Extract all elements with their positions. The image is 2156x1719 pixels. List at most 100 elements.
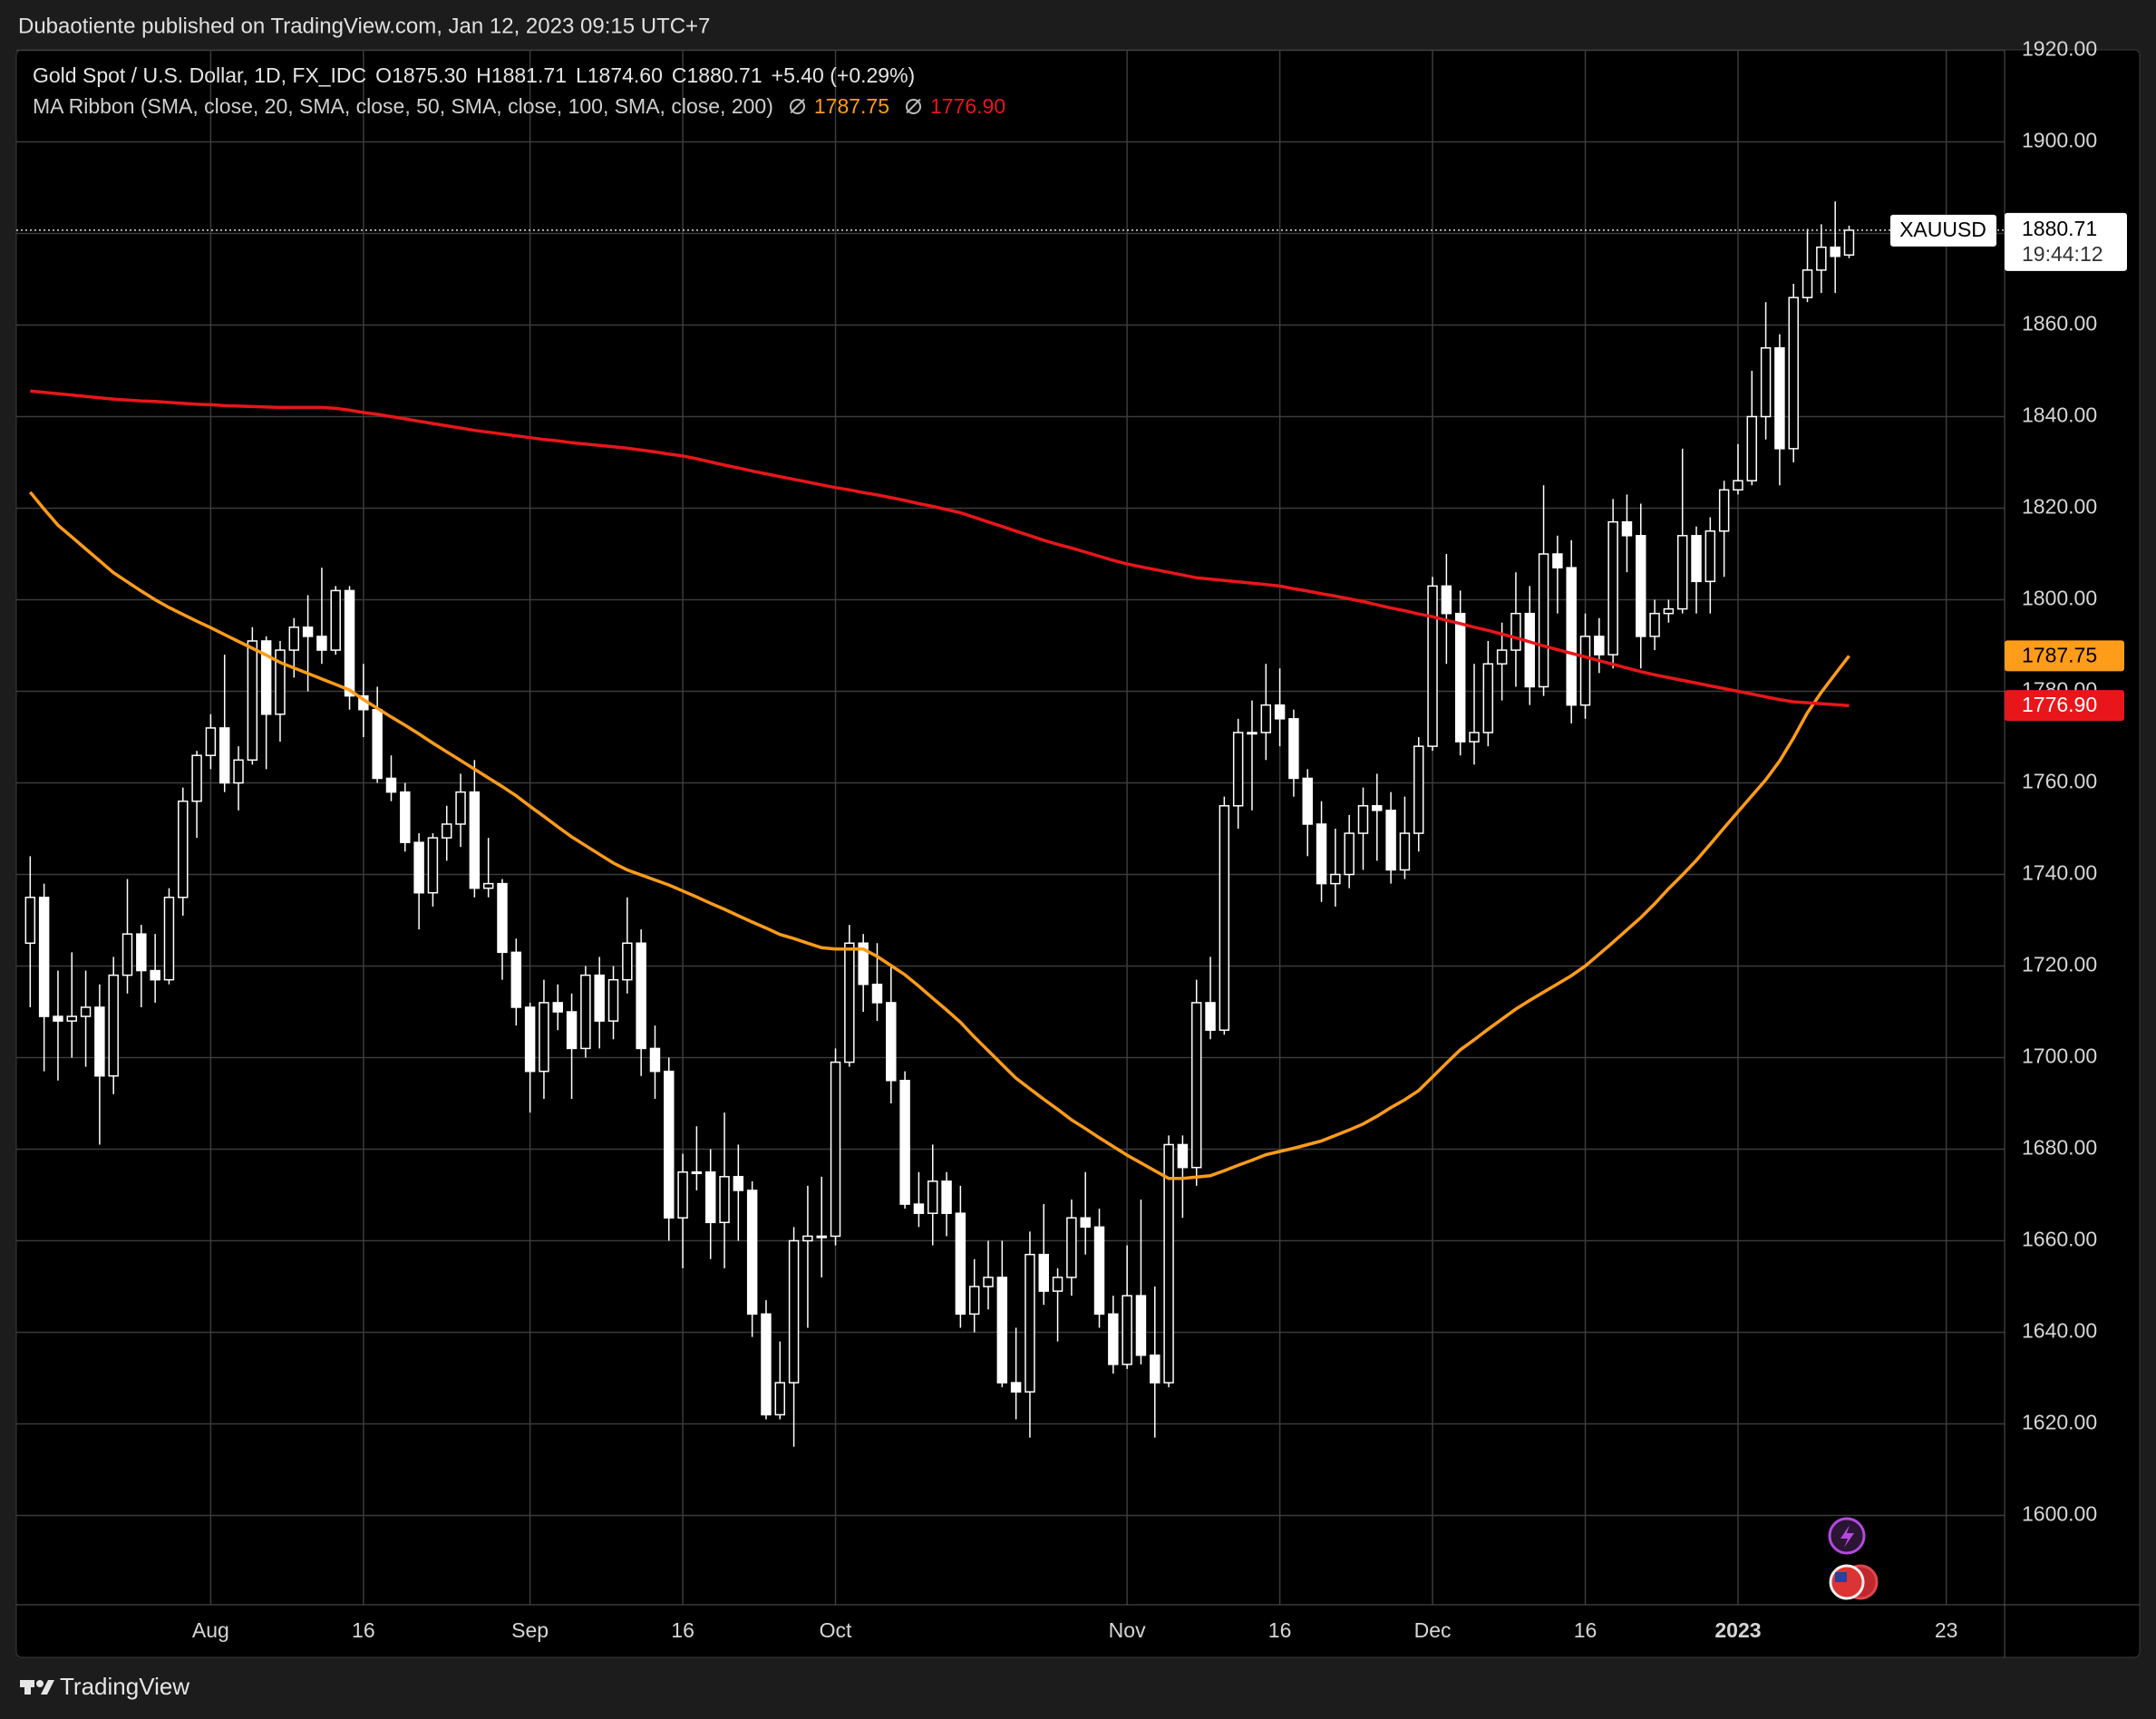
candle-body [385, 777, 397, 793]
candle-body [524, 1006, 536, 1073]
legend-row: Gold Spot / U.S. Dollar, 1D, FX_IDC O 187… [33, 60, 1015, 91]
x-tick-label: 2023 [1714, 1618, 1761, 1642]
candle-body [552, 1002, 563, 1013]
candle-body [719, 1176, 730, 1224]
candle-body [1496, 649, 1508, 665]
y-tick-label: 1640.00 [2022, 1319, 2097, 1343]
ohlc-key: C [671, 63, 687, 87]
candle-body [1441, 585, 1452, 615]
candle-body [746, 1190, 758, 1316]
candle-body [1427, 585, 1438, 747]
candle-body [1205, 1002, 1216, 1031]
candle-body [1344, 832, 1355, 876]
candle-body [1649, 612, 1660, 637]
candle-body [1052, 1277, 1063, 1292]
flag-canton [1835, 1572, 1847, 1582]
candle-body [38, 897, 50, 1017]
y-tick-label: 1700.00 [2022, 1044, 2097, 1068]
moving-average [30, 389, 1850, 707]
symbol-label: XAUUSD [1899, 218, 1986, 241]
candle-body [774, 1382, 786, 1416]
candle-body [1733, 480, 1743, 491]
candle-body [1538, 553, 1549, 688]
x-tick-label: 23 [1935, 1618, 1958, 1642]
y-tick-label: 1760.00 [2022, 770, 2097, 793]
candle-body [288, 626, 300, 651]
x-tick-label: 16 [1268, 1618, 1292, 1642]
y-tick-label: 1800.00 [2022, 587, 2097, 610]
candle-body [260, 640, 272, 715]
y-tick-label: 1740.00 [2022, 861, 2097, 885]
candle-body [1607, 520, 1618, 656]
candle-body [1177, 1143, 1189, 1169]
byline: Dubaotiente published on TradingView.com… [18, 14, 710, 38]
axes: 1600.00 1620.00 1640.00 1660.00 1680.00 1700.… [192, 37, 2127, 1642]
ohlc-key: O [375, 63, 393, 87]
candle-body [1150, 1355, 1161, 1384]
candle-body [913, 1203, 925, 1214]
y-tick-label: 1920.00 [2022, 37, 2097, 61]
candle-body [275, 649, 286, 715]
candle-body [413, 841, 424, 894]
candle-body [121, 933, 133, 976]
x-tick-label: Aug [192, 1618, 229, 1642]
candle-body [677, 1171, 688, 1219]
plot [16, 201, 2005, 1447]
legend-row: MA Ribbon (SMA, close, 20, SMA, close, 5… [33, 91, 1015, 121]
candle-body [1843, 229, 1855, 256]
candle-body [802, 1235, 813, 1242]
ma-value-box [2005, 690, 2124, 722]
ma-icon [906, 98, 921, 114]
ohlc-value: 1880.71 [686, 63, 762, 87]
candle-body [497, 882, 508, 954]
price-box [2005, 212, 2127, 271]
candle-body [844, 942, 855, 1063]
candle-body [664, 1070, 675, 1219]
candle-body [1038, 1253, 1049, 1292]
candle-body [469, 791, 481, 889]
candle-body [1413, 745, 1424, 834]
candle-body [136, 933, 147, 972]
candle-body [1232, 732, 1244, 807]
candle-body [830, 1061, 841, 1238]
ohlc-value: 1874.60 [587, 63, 663, 87]
ma-legend-value: 1787.75 [813, 94, 889, 118]
candle-body [1566, 567, 1577, 706]
candle-body [316, 636, 327, 651]
change-label: +5.40 (+0.29%) [771, 63, 916, 87]
y-tick-label: 1860.00 [2022, 312, 2097, 335]
y-tick-label: 1820.00 [2022, 495, 2097, 519]
x-tick-label: 16 [352, 1618, 375, 1642]
candle-body [539, 1002, 549, 1073]
candle-body [761, 1313, 772, 1416]
candle-body [1025, 1253, 1035, 1393]
candle-body [788, 1239, 800, 1384]
candle-body [1469, 732, 1480, 743]
candle-body [1579, 636, 1591, 706]
x-tick-label: 16 [671, 1618, 694, 1642]
candle-body [1357, 805, 1369, 834]
moving-average [28, 490, 1850, 1180]
candle-body [1372, 805, 1383, 811]
candle-body [1080, 1217, 1091, 1229]
candle-body [1718, 489, 1730, 532]
ma-icon [789, 98, 805, 114]
candle-body [94, 1006, 105, 1077]
candle-body [1788, 296, 1799, 450]
candle-body [607, 978, 619, 1022]
candle-body [1621, 520, 1633, 537]
last-price-label: 1880.71 [2022, 217, 2097, 240]
candle-body [1135, 1295, 1147, 1356]
candle-body [927, 1180, 938, 1214]
lightning [1840, 1525, 1854, 1548]
y-tick-label: 1660.00 [2022, 1228, 2097, 1251]
candle-body [1219, 805, 1230, 1031]
candle-body [344, 589, 355, 697]
candle-body [24, 897, 36, 945]
candle-body [219, 727, 230, 784]
candle-body [1524, 612, 1535, 688]
candle-body [1163, 1143, 1174, 1384]
candle-body [996, 1277, 1008, 1384]
